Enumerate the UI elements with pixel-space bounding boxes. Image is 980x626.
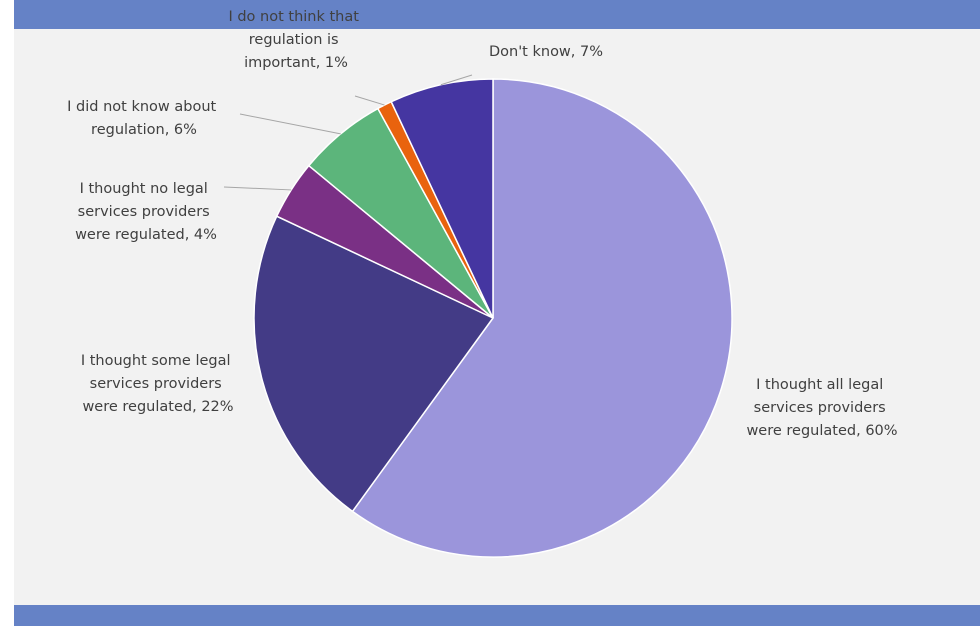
data-label-not-important-line1: I do not think that xyxy=(228,9,359,25)
data-label-all-regulated-line3: were regulated, 60% xyxy=(746,423,897,439)
data-label-value-did-not-know: 6% xyxy=(174,122,197,138)
data-label-some-regulated-line2: services providers xyxy=(90,376,222,392)
data-label-value-not-important: 1% xyxy=(325,55,348,71)
data-label-none-regulated-line2: services providers xyxy=(78,204,210,220)
data-label-none-regulated: I thought no legal services providers we… xyxy=(75,181,217,243)
data-label-value-dont-know: 7% xyxy=(580,44,603,60)
data-label-all-regulated-line2: services providers xyxy=(754,400,886,416)
header-band xyxy=(14,0,980,29)
data-label-dont-know-line1: Don't know, 7% xyxy=(489,44,603,60)
data-label-all-regulated-line1: I thought all legal xyxy=(756,377,883,393)
data-label-none-regulated-line1: I thought no legal xyxy=(80,181,208,197)
data-label-not-important: I do not think that regulation is import… xyxy=(228,9,363,71)
data-label-did-not-know: I did not know about regulation, 6% xyxy=(67,99,221,138)
footer-band xyxy=(14,605,980,626)
pie-slice-5 xyxy=(390,78,494,319)
data-label-some-regulated: I thought some legal services providers … xyxy=(81,353,235,415)
leader-line-2 xyxy=(223,186,292,191)
data-label-did-not-know-line2: regulation, 6% xyxy=(91,122,197,138)
data-label-not-important-line2: regulation is xyxy=(249,32,339,48)
data-label-value-all-regulated: 60% xyxy=(865,423,897,439)
leader-line-5 xyxy=(440,74,473,86)
data-label-all-regulated: I thought all legal services providers w… xyxy=(746,377,897,439)
data-label-value-some-regulated: 22% xyxy=(201,399,233,415)
data-label-dont-know: Don't know, 7% xyxy=(489,44,603,60)
leader-lines xyxy=(223,74,473,191)
data-label-some-regulated-line3: were regulated, 22% xyxy=(82,399,233,415)
data-label-did-not-know-line1: I did not know about xyxy=(67,99,216,115)
data-label-value-none-regulated: 4% xyxy=(194,227,217,243)
data-label-some-regulated-line1: I thought some legal xyxy=(81,353,231,369)
pie-slice-0 xyxy=(351,78,733,558)
pie-slices xyxy=(253,78,733,558)
data-label-not-important-line3: important, 1% xyxy=(244,55,348,71)
leader-line-3 xyxy=(239,113,341,135)
data-label-none-regulated-line3: were regulated, 4% xyxy=(75,227,217,243)
leader-line-4 xyxy=(354,95,385,106)
